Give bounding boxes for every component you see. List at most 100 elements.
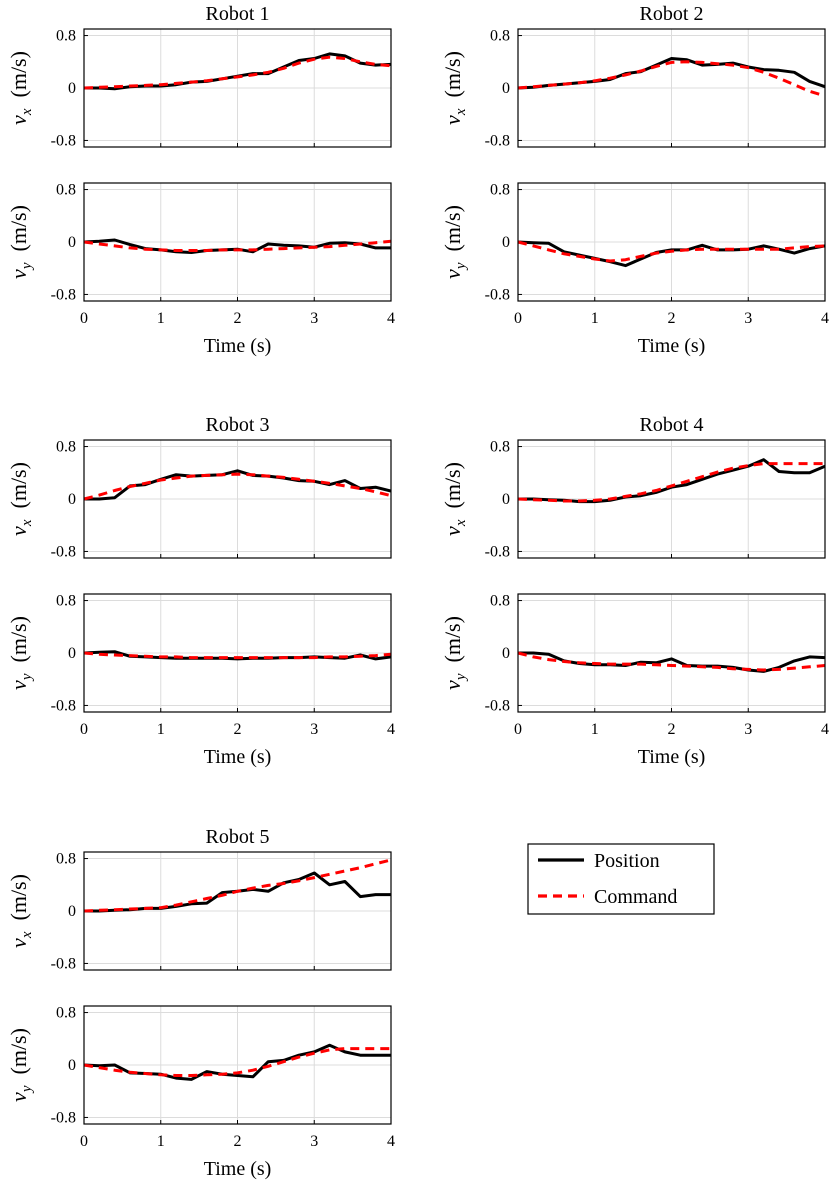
legend-box — [527, 843, 715, 915]
robot1-vy-xtick-label: 3 — [310, 310, 318, 327]
robot2-xlabel: Time (s) — [638, 335, 706, 357]
legend: Position Command — [527, 843, 715, 915]
robot5-vy-xtick-label: 0 — [80, 1133, 88, 1150]
robot3-vx-command-line — [83, 472, 392, 501]
robot5-vy-xtick-label: 3 — [310, 1133, 318, 1150]
robot5-vy-ytick-label: 0 — [68, 1057, 76, 1074]
robot5-vx-ytick-label: -0.8 — [51, 955, 76, 972]
robot5-vy-xtick-label: 2 — [234, 1133, 242, 1150]
robot4-vx-ytick-label: 0 — [502, 491, 510, 508]
legend-command-label: Command — [594, 886, 677, 908]
robot3-vx-ytick-label: 0 — [68, 491, 76, 508]
charts-layer: Robot 1-0.800.8vx (m/s)-0.800.80 1 2 3 4vy (… — [6, 3, 829, 1180]
robot2-vy-ytick-label: 0 — [502, 234, 510, 251]
robot2-vx-frame — [517, 28, 826, 148]
robot3-vy-axes: -0.800.80 1 2 3 4vy (m/s) — [6, 593, 395, 738]
robot4-vy-frame — [517, 593, 826, 713]
robot5-vx-ytick-label: 0 — [68, 903, 76, 920]
robot3-vy-ylabel: vy (m/s) — [6, 616, 35, 690]
robot5-vy-ytick-label: -0.8 — [51, 1109, 76, 1126]
robot2-vy-xtick-label: 4 — [821, 310, 829, 327]
robot4-chart: Robot 4-0.800.8vx (m/s)-0.800.80 1 2 3 4vy (… — [440, 414, 829, 768]
robot2-vy-ytick-label: -0.8 — [485, 286, 510, 303]
robot1-xlabel: Time (s) — [204, 335, 272, 357]
robot5-title: Robot 5 — [206, 826, 270, 848]
robot3-vy-command-line — [83, 651, 392, 660]
robot3-vy-xtick-label: 1 — [157, 721, 165, 738]
robot5-vy-xtick-label: 4 — [387, 1133, 395, 1150]
robot3-vx-ytick-label: 0.8 — [56, 439, 76, 456]
robot4-vx-ytick-label: 0.8 — [490, 439, 510, 456]
robot4-vx-command-line — [517, 462, 825, 503]
robot5-vy-frame — [83, 1005, 392, 1125]
robot2-vx-axes: -0.8 0 0.8 vx (m/s) — [440, 28, 826, 149]
robot1-vx-command-line — [83, 55, 392, 90]
robot4-vy-ytick-label: -0.8 — [485, 697, 510, 714]
robot3-vy-ytick-label: 0 — [68, 645, 76, 662]
robot1-vy-ylabel: vy (m/s) — [6, 205, 35, 279]
robot1-vy-xtick-label: 1 — [157, 310, 165, 327]
robot4-vy-ytick-label: 0 — [502, 645, 510, 662]
robot3-vy-ytick-label: 0.8 — [56, 593, 76, 610]
robot5-vx-frame — [83, 851, 392, 971]
robot3-vy-frame — [83, 593, 392, 713]
robot1-title: Robot 1 — [206, 3, 270, 25]
robot1-vy-xtick-label: 4 — [387, 310, 395, 327]
robot4-vy-xtick-label: 0 — [514, 721, 522, 738]
robot2-vy-xtick-label: 1 — [591, 310, 599, 327]
robot2-vx-ytick-label: -0.8 — [485, 132, 510, 149]
robot5-vx-axes: -0.8 0 0.8 vx (m/s) — [6, 851, 392, 972]
robot2-vy-xtick-label: 2 — [668, 310, 676, 327]
robot4-vy-xtick-label: 2 — [668, 721, 676, 738]
robot3-vy-xtick-label: 0 — [80, 721, 88, 738]
robot4-vy-xtick-label: 3 — [744, 721, 752, 738]
robot4-vy-ylabel: vy (m/s) — [440, 616, 469, 690]
robot2-vy-ytick-label: 0.8 — [490, 182, 510, 199]
robot3-vx-ylabel: vx (m/s) — [6, 462, 35, 536]
robot4-vx-frame — [517, 439, 826, 559]
robot3-vy-xtick-label: 4 — [387, 721, 395, 738]
robot2-vx-ylabel: vx (m/s) — [440, 51, 469, 125]
robot1-vx-ytick-label: 0.8 — [56, 28, 76, 45]
robot1-vx-frame — [83, 28, 392, 148]
robot4-title: Robot 4 — [640, 414, 704, 436]
robot1-vy-xtick-label: 0 — [80, 310, 88, 327]
robot2-vy-command-line — [517, 240, 826, 263]
robot2-vy-xtick-label: 3 — [744, 310, 752, 327]
robot1-vx-ytick-label: -0.8 — [51, 132, 76, 149]
robot5-vy-xtick-label: 1 — [157, 1133, 165, 1150]
robot2-vx-command-line — [517, 60, 826, 98]
robot5-vx-command-line — [83, 858, 392, 913]
robot5-vy-command-line — [83, 1047, 391, 1077]
robot5-vy-ytick-label: 0.8 — [56, 1005, 76, 1022]
robot1-vy-command-line — [83, 239, 392, 252]
robot2-vy-xtick-label: 0 — [514, 310, 522, 327]
robot1-chart: Robot 1-0.800.8vx (m/s)-0.800.80 1 2 3 4vy (… — [6, 3, 395, 357]
robot3-chart: Robot 3-0.800.8vx (m/s)-0.800.80 1 2 3 4vy (… — [6, 414, 395, 768]
robot5-chart: Robot 5-0.800.8vx (m/s)-0.800.80 1 2 3 4vy (… — [6, 826, 395, 1180]
robot2-vy-frame — [517, 182, 826, 302]
robot3-vx-ytick-label: -0.8 — [51, 543, 76, 560]
robot3-vx-axes: -0.8 0 0.8 vx (m/s) — [6, 439, 392, 560]
robot3-vy-xtick-label: 3 — [310, 721, 318, 738]
robot1-vy-frame — [83, 182, 392, 302]
robot4-xlabel: Time (s) — [638, 746, 706, 768]
robot4-vx-axes: -0.8 0 0.8 vx (m/s) — [440, 439, 826, 560]
robot5-vx-ytick-label: 0.8 — [56, 851, 76, 868]
robot4-vx-ylabel: vx (m/s) — [440, 462, 469, 536]
robot2-vy-ylabel: vy (m/s) — [440, 205, 469, 279]
robot4-vy-xtick-label: 4 — [821, 721, 829, 738]
robot1-vx-ytick-label: 0 — [68, 80, 76, 97]
robot5-vx-ylabel: vx (m/s) — [6, 874, 35, 948]
robot4-vy-xtick-label: 1 — [591, 721, 599, 738]
robot1-vx-ylabel: vx (m/s) — [6, 51, 35, 125]
robot2-title: Robot 2 — [640, 3, 704, 25]
robot2-vx-ytick-label: 0.8 — [490, 28, 510, 45]
robot1-vy-axes: -0.800.80 1 2 3 4vy (m/s) — [6, 182, 395, 327]
robot3-xlabel: Time (s) — [204, 746, 272, 768]
robot1-vx-axes: -0.8 0 0.8 vx (m/s) — [6, 28, 392, 149]
robot2-vx-ytick-label: 0 — [502, 80, 510, 97]
robot5-xlabel: Time (s) — [204, 1158, 272, 1180]
legend-position-label: Position — [594, 850, 660, 872]
